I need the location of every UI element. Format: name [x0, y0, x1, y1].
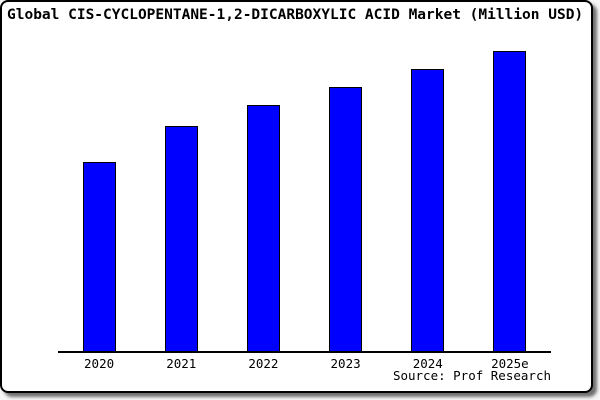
x-tick-label: 2021: [166, 356, 197, 371]
chart-title: Global CIS-CYCLOPENTANE-1,2-DICARBOXYLIC…: [7, 7, 584, 23]
bar-2022: [246, 105, 280, 351]
bar-2021: [164, 126, 198, 351]
bar-2023: [329, 87, 363, 351]
x-tick-label: 2022: [248, 356, 279, 371]
x-tick-label: 2025e: [491, 356, 529, 371]
x-axis-line: [58, 351, 551, 353]
x-tick-label: 2024: [412, 356, 443, 371]
source-note: Source: Prof Research: [392, 368, 551, 383]
x-tick-label: 2023: [330, 356, 361, 371]
bar-2020: [82, 162, 116, 351]
bar-2025e: [493, 51, 527, 351]
bar-2024: [411, 69, 445, 351]
chart-panel: Global CIS-CYCLOPENTANE-1,2-DICARBOXYLIC…: [0, 0, 593, 393]
x-tick-label: 2020: [84, 356, 115, 371]
